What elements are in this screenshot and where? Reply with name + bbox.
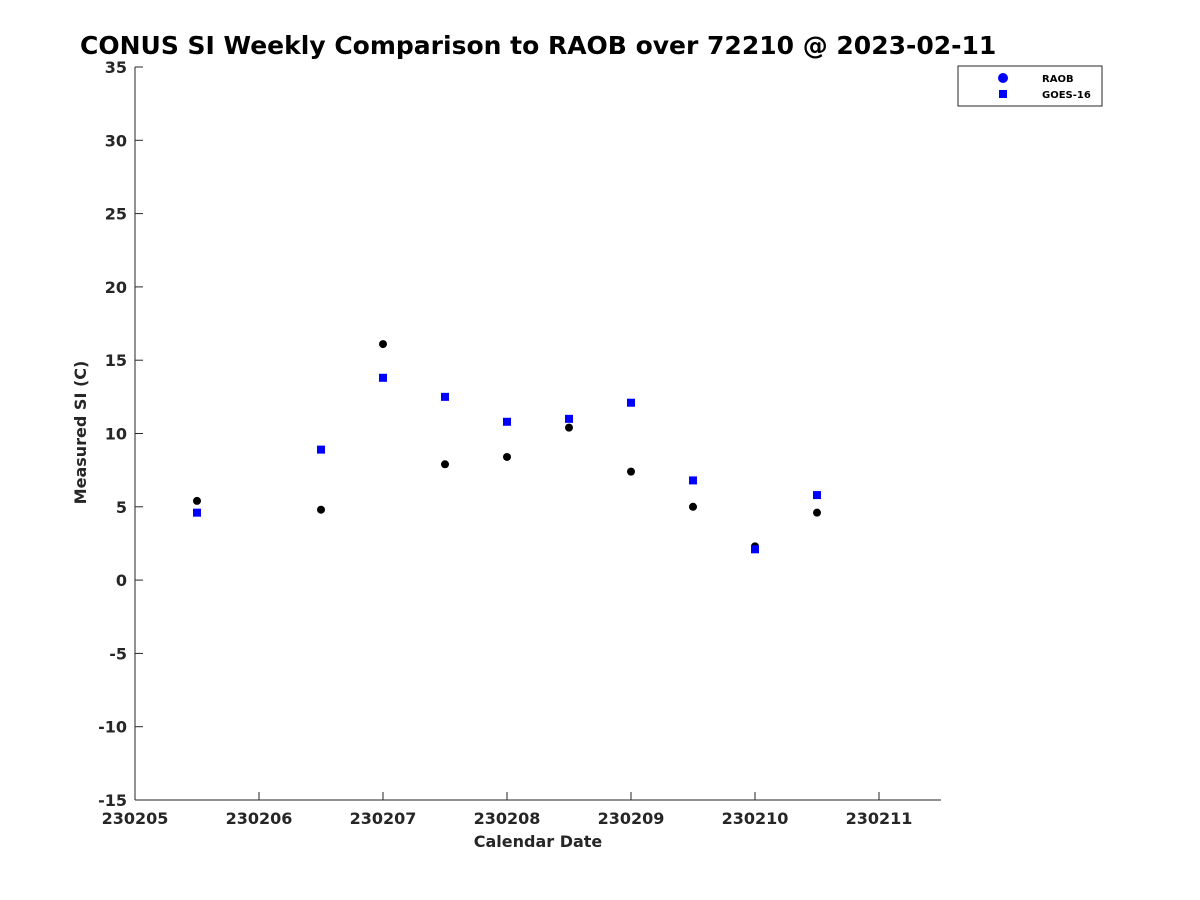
x-tick-label: 230209 bbox=[598, 809, 665, 828]
x-ticks: 230205 230206 230207 230208 230209 230210 2302… bbox=[102, 792, 913, 828]
goes16-point bbox=[379, 373, 387, 382]
x-axis-label: Calendar Date bbox=[474, 832, 603, 851]
y-tick-label: 10 bbox=[105, 425, 127, 444]
y-tick-label: 5 bbox=[116, 498, 127, 517]
raob-point bbox=[503, 452, 511, 461]
raob-point bbox=[441, 460, 449, 469]
goes16-point bbox=[751, 545, 759, 554]
x-tick-label: 230206 bbox=[226, 809, 293, 828]
goes16-point bbox=[627, 398, 635, 407]
y-tick-label: 35 bbox=[105, 58, 127, 77]
x-tick-label: 230210 bbox=[722, 809, 789, 828]
y-tick-label: 30 bbox=[105, 131, 127, 150]
raob-point bbox=[689, 502, 697, 511]
axes bbox=[134, 67, 941, 801]
raob-point bbox=[317, 505, 325, 514]
legend-marker-raob bbox=[998, 73, 1008, 83]
data-points bbox=[193, 340, 821, 554]
y-tick-label: -10 bbox=[98, 718, 127, 737]
y-axis-label: Measured SI (C) bbox=[71, 361, 90, 505]
y-tick-label: 15 bbox=[105, 351, 127, 370]
legend-marker-goes16 bbox=[999, 90, 1007, 98]
series-raob bbox=[193, 340, 821, 551]
y-ticks: -15 -10 -5 0 5 10 15 20 25 30 35 bbox=[98, 58, 143, 810]
y-tick-label: 25 bbox=[105, 205, 127, 224]
legend-label-goes16: GOES-16 bbox=[1042, 90, 1091, 101]
raob-point bbox=[379, 340, 387, 349]
goes16-point bbox=[193, 508, 201, 517]
legend-label-raob: RAOB bbox=[1042, 74, 1074, 85]
x-tick-label: 230211 bbox=[846, 809, 913, 828]
goes16-point bbox=[689, 476, 697, 485]
y-tick-label: -15 bbox=[98, 791, 127, 810]
y-tick-label: -5 bbox=[109, 644, 127, 663]
goes16-point bbox=[565, 414, 573, 423]
goes16-point bbox=[503, 417, 511, 426]
y-tick-label: 0 bbox=[116, 571, 127, 590]
raob-point bbox=[627, 467, 635, 476]
legend-box bbox=[957, 65, 1103, 107]
y-tick-label: 20 bbox=[105, 278, 127, 297]
goes16-point bbox=[813, 491, 821, 500]
legend: RAOB GOES-16 bbox=[957, 65, 1103, 107]
goes16-point bbox=[441, 392, 449, 401]
raob-point bbox=[565, 423, 573, 432]
x-tick-label: 230208 bbox=[474, 809, 541, 828]
raob-point bbox=[193, 496, 201, 505]
raob-point bbox=[813, 508, 821, 517]
x-tick-label: 230205 bbox=[102, 809, 169, 828]
series-goes-16 bbox=[193, 373, 821, 554]
goes16-point bbox=[317, 445, 325, 454]
chart-title: CONUS SI Weekly Comparison to RAOB over … bbox=[80, 31, 996, 60]
x-tick-label: 230207 bbox=[350, 809, 417, 828]
